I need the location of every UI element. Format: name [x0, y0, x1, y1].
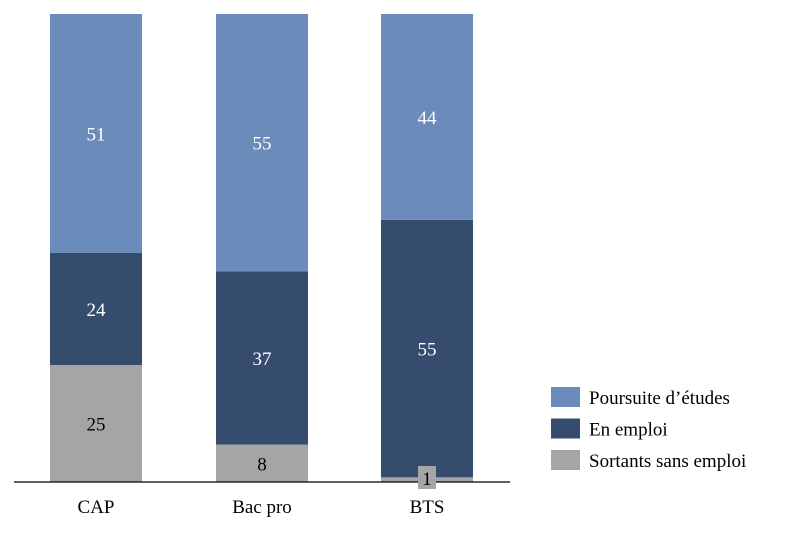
x-tick-label: CAP — [78, 497, 115, 518]
legend-label: En emploi — [589, 420, 668, 441]
legend-swatch — [551, 450, 580, 470]
data-label: 25 — [87, 415, 106, 436]
legend-label: Sortants sans emploi — [589, 451, 746, 472]
x-tick-label: BTS — [410, 497, 445, 518]
bar-segment — [381, 219, 473, 478]
data-label: 8 — [257, 454, 267, 475]
x-tick-label: Bac pro — [232, 497, 292, 518]
bar-segment — [50, 14, 142, 253]
data-label: 55 — [418, 340, 437, 361]
legend-swatch — [551, 418, 580, 439]
data-label: 37 — [253, 349, 272, 370]
data-label: 55 — [253, 134, 272, 155]
bar-segment — [381, 14, 473, 220]
bar-segment — [50, 365, 142, 482]
data-label: 24 — [87, 300, 107, 321]
data-label-background — [418, 466, 436, 489]
bar-segment — [216, 14, 308, 272]
data-label: 51 — [87, 124, 106, 145]
legend-swatch — [551, 387, 580, 407]
data-label: 1 — [422, 469, 432, 490]
bar-segment — [216, 444, 308, 482]
data-label: 44 — [418, 108, 438, 129]
legend-label: Poursuite d’études — [589, 388, 730, 409]
bar-segment — [50, 252, 142, 365]
bar-segment — [216, 271, 308, 445]
